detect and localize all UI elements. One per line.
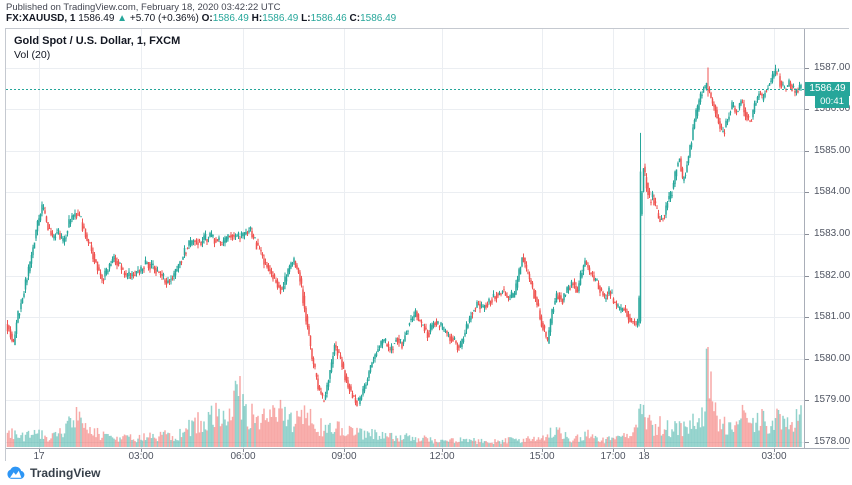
price-tick-label: 1583.00 [814, 227, 851, 239]
time-tick-mark [542, 449, 543, 452]
price-tick-mark [805, 234, 809, 235]
time-tick-label: 03:00 [128, 451, 154, 462]
open-value: 1586.49 [212, 13, 249, 24]
chart-frame: Gold Spot / U.S. Dollar, 1, FXCM Vol (20… [5, 28, 850, 462]
time-tick-label: 18 [638, 451, 650, 462]
price-tick-label: 1582.00 [814, 269, 851, 281]
price-tick-label: 1587.00 [814, 61, 851, 73]
time-tick-mark [39, 449, 40, 452]
price-tick-mark [805, 192, 809, 193]
close-label: C: [349, 13, 361, 24]
current-price-badge: 1586.49 [805, 81, 850, 96]
legend-symbol-title[interactable]: Gold Spot / U.S. Dollar, 1, FXCM [14, 35, 181, 47]
price-tick-label: 1586.00 [814, 103, 851, 115]
price-tick-label: 1581.00 [814, 311, 851, 323]
symbol-status-line: FX:XAUUSD, 1 1586.49 ▲ +5.70 (+0.36%) O:… [6, 13, 396, 24]
price-tick-label: 1579.00 [814, 394, 851, 406]
candlestick-volume-canvas[interactable] [6, 29, 804, 448]
time-tick-mark [344, 449, 345, 452]
time-tick-label: 09:00 [331, 451, 357, 462]
open-label: O: [201, 13, 213, 24]
last-price: 1586.49 [78, 13, 115, 24]
time-tick-mark [243, 449, 244, 452]
low-label: L: [301, 13, 311, 24]
published-line: Published on TradingView.com, February 1… [6, 2, 281, 13]
symbol-name: FX:XAUUSD, 1 [6, 13, 76, 24]
time-tick-mark [644, 449, 645, 452]
up-arrow-icon: ▲ [117, 13, 128, 24]
price-tick-mark [805, 317, 809, 318]
price-tick-label: 1578.00 [814, 436, 851, 448]
price-tick-mark [805, 109, 809, 110]
chart-plot-area[interactable]: Gold Spot / U.S. Dollar, 1, FXCM Vol (20… [6, 29, 804, 448]
tradingview-attribution[interactable]: TradingView [6, 466, 100, 480]
time-tick-mark [774, 449, 775, 452]
price-tick-mark [805, 442, 809, 443]
time-tick-label: 03:00 [761, 451, 787, 462]
price-tick-mark [805, 359, 809, 360]
close-value: 1586.49 [360, 13, 397, 24]
time-tick-mark [613, 449, 614, 452]
time-tick-label: 17:00 [600, 451, 626, 462]
time-tick-label: 06:00 [230, 451, 256, 462]
time-tick-label: 12:00 [429, 451, 455, 462]
high-label: H: [251, 13, 263, 24]
price-tick-mark [805, 276, 809, 277]
price-change: +5.70 (+0.36%) [129, 13, 199, 24]
time-tick-mark [141, 449, 142, 452]
price-tick-mark [805, 400, 809, 401]
time-axis[interactable]: 17 03:00 06:00 09:00 12:00 15:00 17:00 18 03:00 [6, 448, 849, 462]
low-value: 1586.46 [310, 13, 347, 24]
time-tick-label: 17 [33, 451, 45, 462]
tradingview-logo-icon [7, 466, 25, 479]
price-tick-label: 1580.00 [814, 352, 851, 364]
time-tick-label: 15:00 [529, 451, 555, 462]
high-value: 1586.49 [262, 13, 299, 24]
price-tick-label: 1585.00 [814, 144, 851, 156]
price-tick-mark [805, 151, 809, 152]
price-tick-label: 1584.00 [814, 186, 851, 198]
price-axis[interactable]: 1586.49 00:41 1587.00 1586.00 1585.00 1584.… [804, 29, 850, 460]
bar-countdown-badge: 00:41 [815, 95, 849, 108]
chart-legend: Gold Spot / U.S. Dollar, 1, FXCM Vol (20… [14, 34, 180, 62]
legend-volume-indicator[interactable]: Vol (20) [14, 49, 51, 61]
time-tick-mark [442, 449, 443, 452]
price-tick-mark [805, 68, 809, 69]
tradingview-wordmark: TradingView [30, 466, 101, 480]
